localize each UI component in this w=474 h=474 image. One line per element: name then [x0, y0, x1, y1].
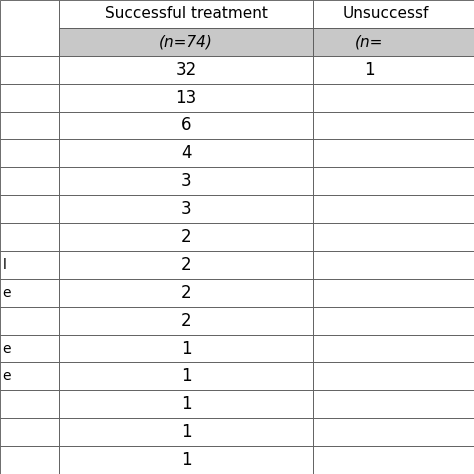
Text: 2: 2 [181, 311, 191, 329]
Text: 32: 32 [175, 61, 197, 79]
Bar [313, 251, 474, 279]
Bar [313, 83, 474, 111]
Bar [59, 0, 313, 28]
Bar [0, 167, 59, 195]
Bar [313, 56, 474, 83]
Text: 1: 1 [181, 423, 191, 441]
Bar [0, 83, 59, 111]
Bar [313, 335, 474, 363]
Text: e: e [2, 286, 11, 300]
Bar [0, 335, 59, 363]
Bar [59, 167, 313, 195]
Bar [59, 307, 313, 335]
Bar [313, 446, 474, 474]
Bar [0, 56, 59, 83]
Text: (n=: (n= [355, 34, 383, 49]
Bar [0, 139, 59, 167]
Bar [59, 279, 313, 307]
Bar [0, 446, 59, 474]
Text: 1: 1 [181, 367, 191, 385]
Bar [313, 28, 474, 56]
Text: Unsuccessf: Unsuccessf [342, 7, 428, 21]
Bar [59, 28, 313, 56]
Text: (n=74): (n=74) [159, 34, 213, 49]
Bar [59, 111, 313, 139]
Text: l: l [2, 258, 6, 272]
Bar [0, 363, 59, 391]
Bar [0, 223, 59, 251]
Bar [313, 363, 474, 391]
Bar [0, 111, 59, 139]
Text: 2: 2 [181, 228, 191, 246]
Text: 6: 6 [181, 117, 191, 135]
Bar [313, 307, 474, 335]
Bar [313, 279, 474, 307]
Text: 3: 3 [181, 172, 191, 190]
Text: 13: 13 [175, 89, 197, 107]
Text: Successful treatment: Successful treatment [105, 7, 267, 21]
Bar [59, 335, 313, 363]
Bar [0, 307, 59, 335]
Bar [59, 251, 313, 279]
Text: 4: 4 [181, 145, 191, 163]
Bar [313, 139, 474, 167]
Bar [59, 391, 313, 418]
Bar [59, 83, 313, 111]
Bar [313, 111, 474, 139]
Bar [313, 167, 474, 195]
Bar [0, 391, 59, 418]
Text: 2: 2 [181, 256, 191, 274]
Bar [59, 363, 313, 391]
Text: e: e [2, 369, 11, 383]
Bar [313, 0, 474, 28]
Bar [313, 195, 474, 223]
Text: 1: 1 [364, 61, 374, 79]
Bar [59, 446, 313, 474]
Bar [0, 279, 59, 307]
Text: 2: 2 [181, 284, 191, 302]
Bar [0, 418, 59, 446]
Bar [59, 223, 313, 251]
Bar [0, 251, 59, 279]
Bar [313, 223, 474, 251]
Text: 1: 1 [181, 339, 191, 357]
Bar [59, 418, 313, 446]
Bar [0, 0, 59, 56]
Text: 1: 1 [181, 395, 191, 413]
Bar [0, 195, 59, 223]
Bar [313, 391, 474, 418]
Bar [313, 418, 474, 446]
Bar [59, 56, 313, 83]
Bar [59, 139, 313, 167]
Bar [59, 195, 313, 223]
Text: 1: 1 [181, 451, 191, 469]
Text: e: e [2, 342, 11, 356]
Text: 3: 3 [181, 200, 191, 218]
